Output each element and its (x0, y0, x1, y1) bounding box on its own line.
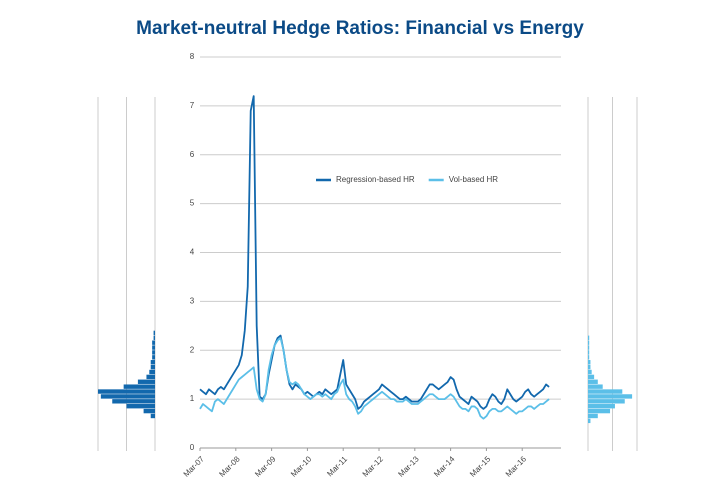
hist-bar (150, 364, 155, 370)
x-tick-label: Mar-14 (432, 454, 457, 479)
hist-bar (588, 418, 591, 424)
x-tick-label: Mar-16 (504, 454, 529, 479)
hist-bar (152, 345, 155, 350)
hist-bar (150, 413, 155, 419)
x-tick-label: Mar-07 (182, 454, 207, 479)
hist-bar (588, 360, 591, 365)
legend-label: Regression-based HR (336, 175, 415, 184)
hist-bar (588, 379, 598, 384)
hist-bar (588, 404, 615, 409)
hist-bar (152, 340, 155, 345)
hist-bar (588, 413, 598, 419)
x-tick-label: Mar-12 (361, 454, 386, 479)
hist-bar (588, 335, 590, 340)
y-tick-label: 2 (190, 345, 195, 354)
x-tick-label: Mar-15 (468, 454, 493, 479)
hist-bar (153, 335, 155, 340)
x-tick-label: Mar-10 (289, 454, 314, 479)
hist-bar (588, 340, 590, 345)
chart-title: Market-neutral Hedge Ratios: Financial v… (136, 18, 584, 39)
y-tick-label: 1 (190, 394, 195, 403)
hist-bar (588, 350, 590, 355)
series-line (199, 337, 550, 420)
hist-bar (153, 330, 155, 336)
x-tick-label: Mar-09 (253, 454, 278, 479)
legend-label: Vol-based HR (449, 175, 499, 184)
hist-bar (588, 364, 591, 370)
series-line (199, 95, 550, 410)
hist-bar (126, 404, 155, 409)
hist-bar (588, 399, 625, 404)
hist-bar (588, 408, 611, 414)
hist-bar (112, 399, 155, 404)
hist-bar (152, 350, 155, 355)
hist-bar (146, 374, 155, 380)
hist-bar (588, 374, 595, 380)
hist-bar (149, 369, 155, 375)
hist-bar (588, 389, 623, 394)
x-tick-label: Mar-13 (396, 454, 421, 479)
hist-bar (100, 394, 155, 399)
hist-bar (588, 384, 603, 389)
hist-bar (143, 408, 155, 414)
y-tick-label: 8 (190, 52, 195, 61)
y-tick-label: 0 (190, 443, 195, 452)
x-tick-label: Mar-11 (325, 454, 349, 478)
hist-bar (588, 394, 633, 399)
y-tick-label: 5 (190, 199, 195, 208)
y-tick-label: 7 (190, 101, 195, 110)
hist-bar (588, 369, 592, 375)
y-tick-label: 3 (190, 296, 195, 305)
hist-bar (588, 355, 590, 360)
y-tick-label: 6 (190, 150, 195, 159)
hist-bar (152, 355, 155, 360)
hist-bar (588, 345, 590, 350)
hist-bar (137, 379, 155, 384)
hist-bar (98, 389, 155, 394)
y-tick-label: 4 (190, 248, 195, 257)
hist-bar (123, 384, 155, 389)
x-tick-label: Mar-08 (217, 454, 242, 479)
hist-bar (150, 360, 155, 365)
